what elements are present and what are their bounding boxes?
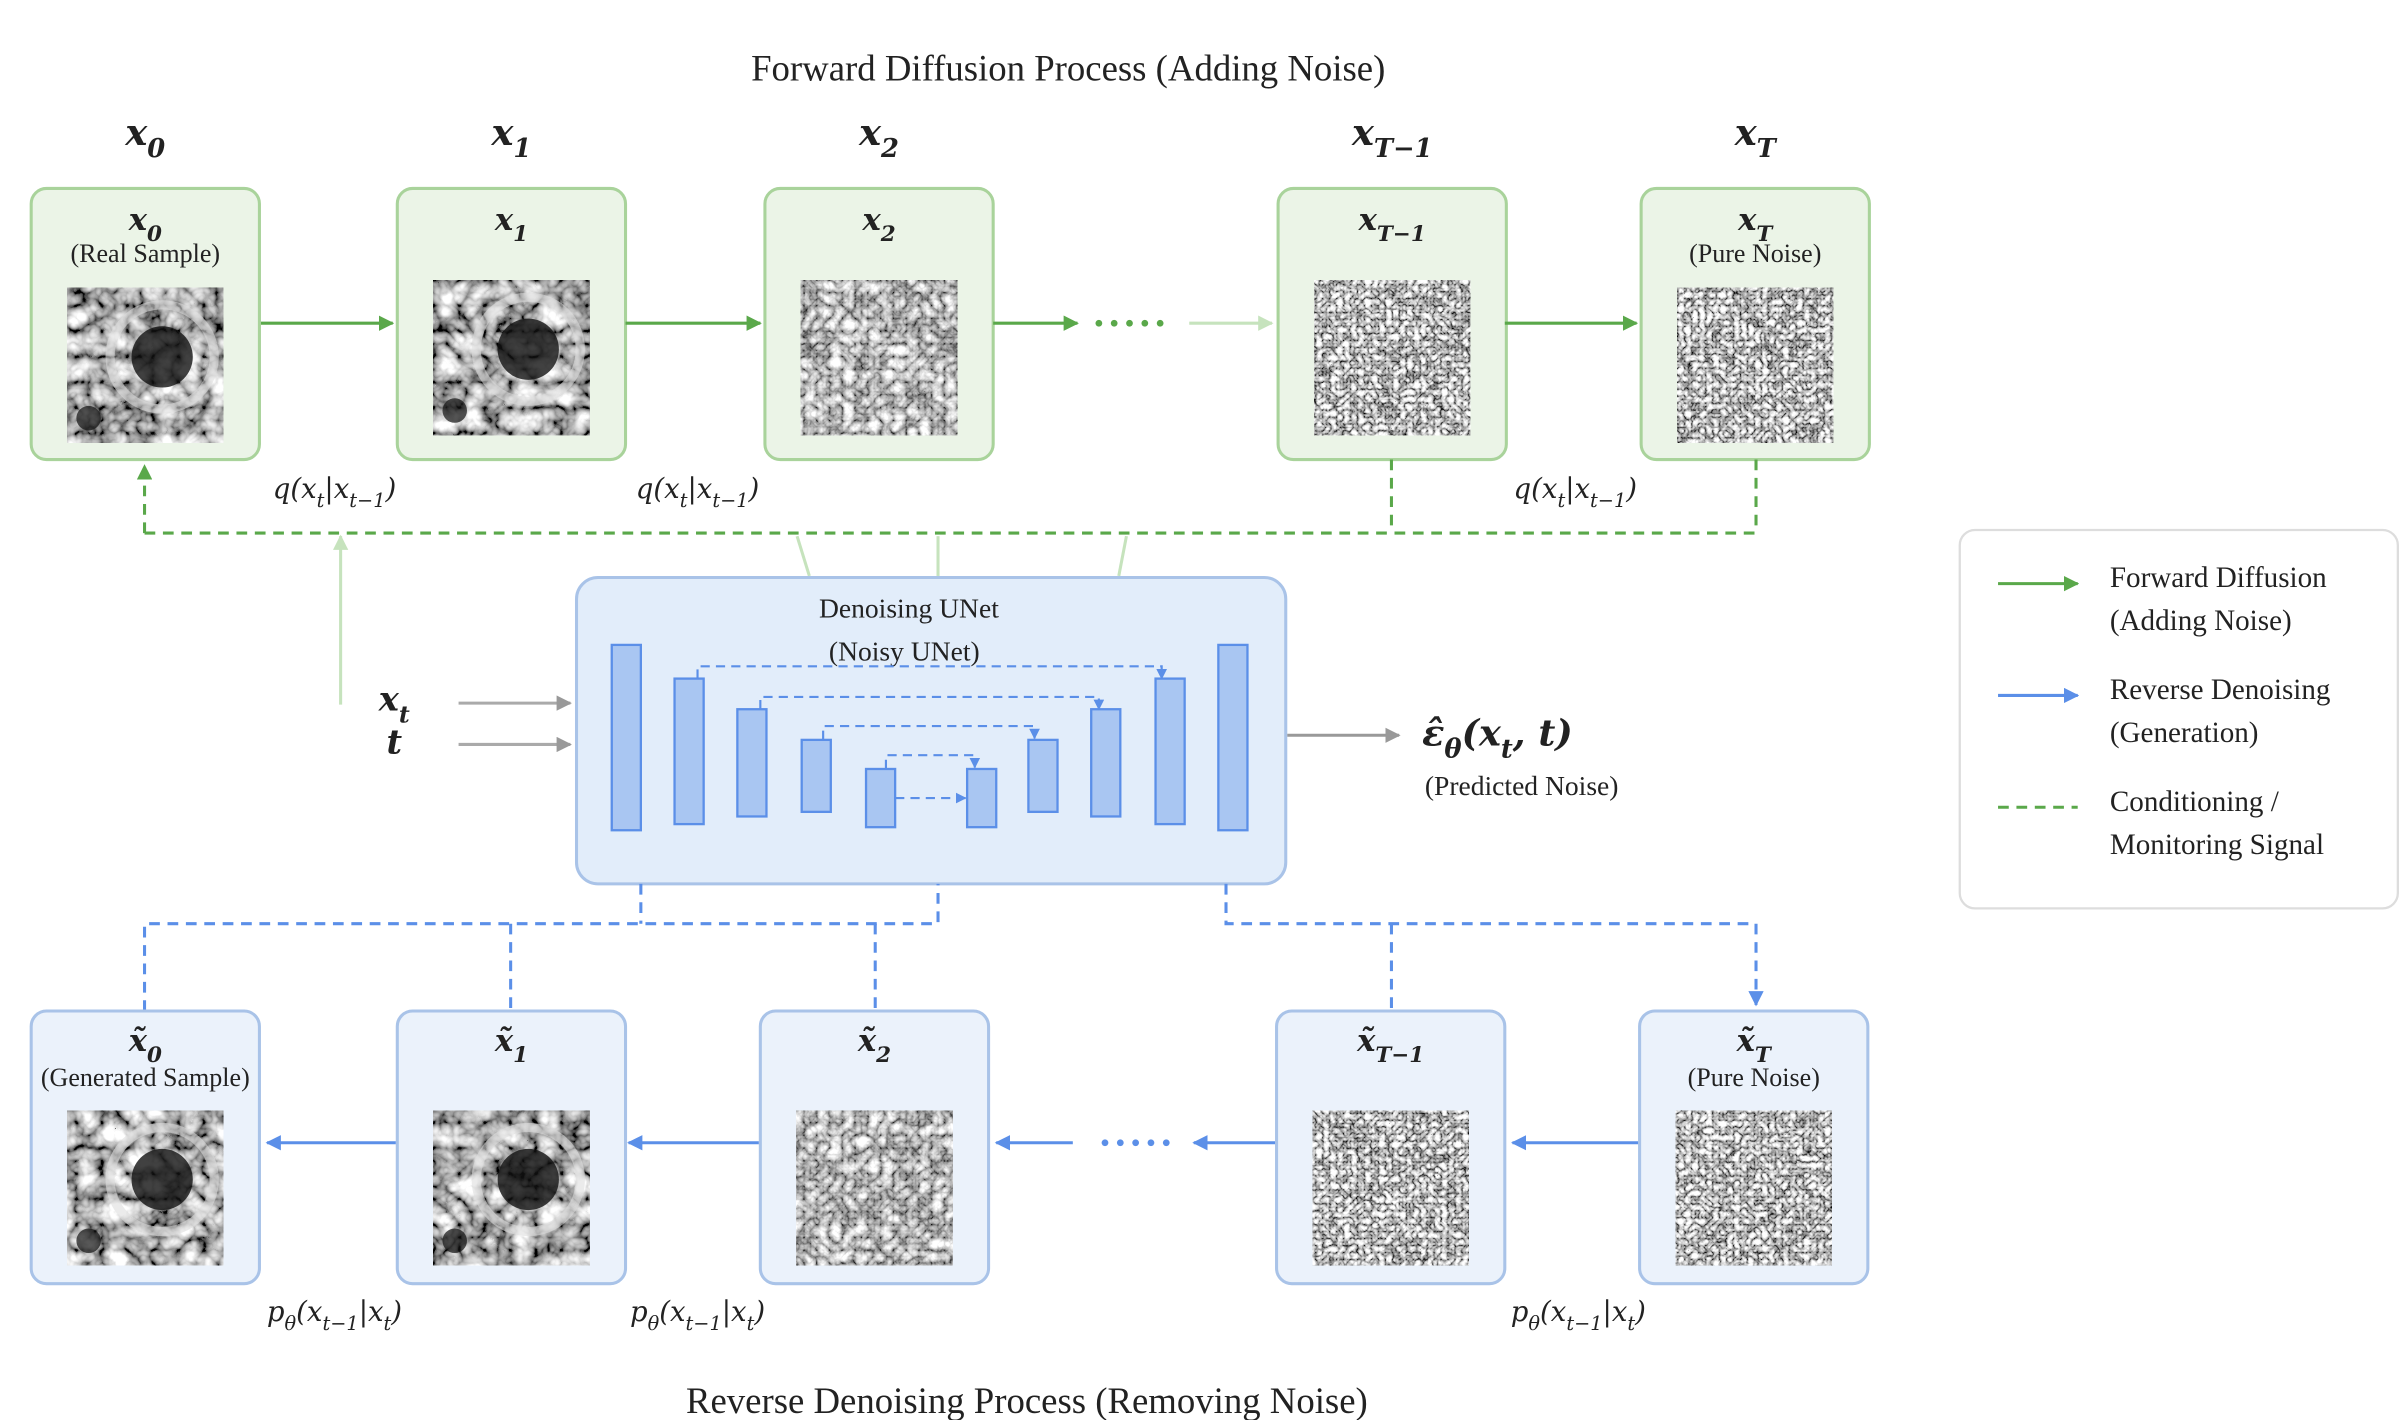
transition-label: q(xt​|xt−1​) [636,472,760,512]
legend-label: Reverse Denoising [2110,674,2331,706]
sample-image [1314,280,1470,435]
unet-layer [1028,740,1057,812]
node-sublabel: (Real Sample) [70,239,220,268]
unet-layer [866,769,895,827]
unet-layer [1091,709,1120,816]
sample-image [1676,1111,1832,1266]
distribution-line [145,884,938,1011]
transition-label: pθ​(xt−1​|xt​) [630,1294,765,1334]
ellipsis-dot [1117,1139,1124,1146]
diagram-footer-title: Reverse Denoising Process (Removing Nois… [686,1380,1368,1420]
transition-label: pθ​(xt−1​|xt​) [267,1294,402,1334]
ellipsis-dot [1102,1139,1109,1146]
ellipsis-dot [1148,1139,1155,1146]
conditioning-faint [1119,536,1127,576]
unet-layer [1156,679,1185,825]
image-detail [498,1149,559,1210]
step-label: x2​ [858,109,899,164]
image-detail [442,398,467,423]
legend-label: Forward Diffusion [2110,562,2327,594]
conditioning-faint [797,536,809,576]
image-detail [442,1229,467,1254]
sample-image [1677,288,1833,443]
step-label: x1​ [490,109,531,164]
unet-layer [967,769,996,827]
node-sublabel: (Pure Noise) [1688,1063,1820,1092]
image-detail [498,319,559,380]
unet-layer [802,740,831,812]
unet-title: Denoising UNet [819,593,999,624]
unet-layer [1218,645,1247,830]
ellipsis-dot [1132,1139,1139,1146]
legend-label: Monitoring Signal [2110,829,2324,861]
diagram-layer: Forward Diffusion Process (Adding Noise)… [31,47,2398,1420]
transition-label: q(xt​|xt−1​) [1513,472,1637,512]
ellipsis-dot [1126,320,1133,327]
transition-label: pθ​(xt−1​|xt​) [1511,1294,1646,1334]
sample-image [801,280,957,435]
image-detail [76,406,101,431]
legend-label: Conditioning / [2110,786,2280,818]
sample-image [1313,1111,1469,1266]
step-label: xT−1​ [1351,109,1433,164]
image-detail [132,326,193,387]
step-label: x0​ [124,109,165,164]
diagram-title: Forward Diffusion Process (Adding Noise) [751,47,1385,88]
ellipsis-dot [1095,320,1102,327]
page-body: { "header": {"title": "Forward Diffusion… [0,0,2403,1420]
legend-label: (Generation) [2110,717,2259,749]
unet-subtitle: (Noisy UNet) [829,635,980,666]
sample-image [796,1111,952,1266]
ellipsis-dot [1157,320,1164,327]
image-detail [132,1149,193,1210]
ellipsis-dot [1163,1139,1170,1146]
unet-output-caption: (Predicted Noise) [1425,770,1619,801]
distribution-line [1226,884,1756,1005]
node-sublabel: (Generated Sample) [41,1063,250,1092]
node-sublabel: (Pure Noise) [1689,239,1821,268]
unet-layer [675,679,704,825]
diagram: Forward Diffusion Process (Adding Noise)… [0,0,2403,1420]
step-label: xT​ [1734,109,1778,164]
image-detail [76,1229,101,1254]
unet-output: ε̂θ​(xt​, t) [1422,710,1573,764]
transition-label: q(xt​|xt−1​) [273,472,397,512]
legend-label: (Adding Noise) [2110,605,2292,637]
unet-input: t [386,721,402,761]
unet-layer [612,645,641,830]
unet-layer [737,709,766,816]
ellipsis-dot [1111,320,1118,327]
page: html, body { margin: 0; padding: 0; back… [0,0,2403,1420]
ellipsis-dot [1141,320,1148,327]
